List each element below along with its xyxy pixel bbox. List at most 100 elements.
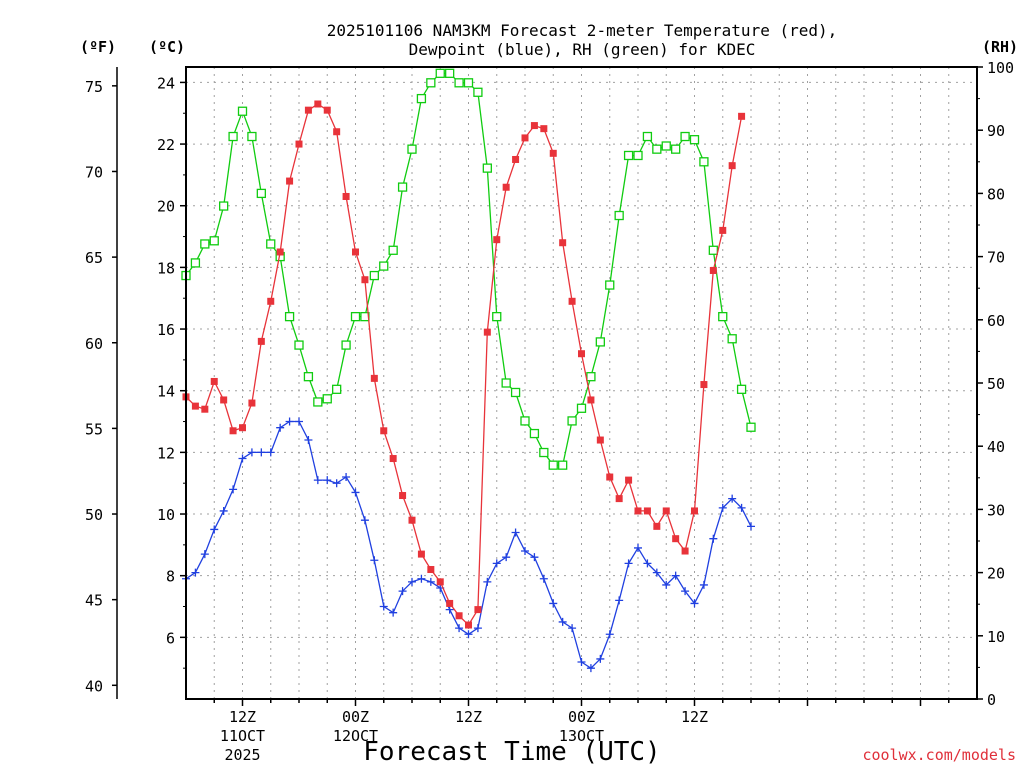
dewpoint-marker	[539, 574, 548, 583]
temp-marker	[446, 599, 454, 607]
temp-marker	[436, 578, 444, 586]
temp-marker	[709, 266, 717, 274]
dewpoint-marker	[229, 485, 238, 494]
series-line-temp	[185, 103, 743, 627]
rh-marker	[228, 131, 238, 142]
temp-marker	[380, 427, 388, 435]
rh-marker	[256, 188, 266, 199]
temp-marker	[719, 226, 727, 234]
temp-marker	[493, 236, 501, 244]
rh-marker	[416, 93, 427, 104]
rh-tick-label: 40	[987, 438, 1005, 456]
rh-marker	[558, 460, 568, 470]
fahrenheit-tick-label: 45	[85, 592, 103, 610]
dewpoint-marker	[634, 543, 642, 552]
celsius-tick-label: 8	[166, 568, 175, 586]
dewpoint-marker	[568, 624, 577, 633]
rh-marker	[219, 201, 229, 211]
rh-marker	[332, 384, 342, 394]
temp-marker	[267, 297, 275, 305]
rh-marker	[501, 378, 511, 388]
rh-marker	[247, 131, 257, 142]
temp-marker	[540, 125, 548, 133]
dewpoint-marker	[492, 559, 501, 568]
time-tick-label: 12Z	[681, 708, 708, 726]
rh-marker	[595, 337, 605, 347]
temp-marker	[606, 473, 614, 481]
time-tick-date: 13OCT	[559, 727, 604, 745]
temp-marker	[653, 522, 661, 530]
temp-marker	[399, 492, 407, 500]
rh-marker	[529, 428, 540, 439]
temp-marker	[625, 476, 633, 484]
temp-marker	[549, 149, 557, 157]
series-temp	[182, 100, 746, 629]
rh-unit-label: (RH)	[982, 38, 1018, 56]
temp-marker	[408, 516, 416, 524]
rh-marker	[341, 340, 351, 350]
rh-marker	[708, 245, 718, 255]
rh-marker	[642, 131, 653, 142]
temp-marker	[342, 192, 350, 200]
rh-marker	[718, 311, 728, 322]
temp-marker	[361, 276, 369, 284]
dewpoint-marker	[417, 574, 426, 583]
dewpoint-marker	[596, 654, 605, 663]
rh-marker	[209, 236, 219, 246]
rh-marker	[350, 311, 361, 322]
dewpoint-marker	[389, 608, 398, 617]
temp-marker	[239, 424, 246, 432]
grid	[186, 67, 977, 699]
rh-tick-label: 90	[987, 122, 1005, 140]
rh-tick-label: 70	[987, 249, 1005, 267]
dewpoint-marker	[624, 559, 633, 568]
rh-marker	[623, 150, 634, 161]
dewpoint-marker	[379, 602, 388, 611]
rh-marker	[190, 258, 201, 268]
temp-marker	[483, 328, 491, 336]
dewpoint-marker	[521, 547, 529, 556]
rh-marker	[689, 135, 700, 145]
dewpoint-marker	[643, 559, 652, 568]
credit-link[interactable]: coolwx.com/models	[862, 746, 1016, 764]
dewpoint-marker	[426, 577, 435, 586]
dewpoint-marker	[191, 568, 200, 577]
rh-marker	[661, 141, 671, 151]
dewpoint-marker	[398, 587, 407, 596]
rh-marker	[407, 144, 417, 154]
rh-marker	[539, 447, 549, 458]
temp-marker	[304, 106, 312, 114]
rh-marker	[727, 334, 737, 344]
rh-marker	[379, 261, 389, 271]
dewpoint-marker	[360, 516, 369, 525]
rh-marker	[633, 150, 643, 161]
dewpoint-marker	[483, 577, 492, 586]
time-tick-label: 00Z	[342, 708, 369, 726]
dewpoint-marker	[455, 624, 464, 633]
temp-marker	[568, 297, 576, 305]
rh-marker	[284, 311, 295, 322]
rh-marker	[510, 387, 521, 398]
rh-marker	[520, 416, 530, 426]
rh-marker	[492, 311, 502, 322]
rh-marker	[680, 131, 690, 142]
dewpoint-marker	[323, 476, 332, 485]
dewpoint-marker	[502, 553, 511, 562]
time-tick-label: 12Z	[229, 708, 256, 726]
temp-marker	[427, 566, 435, 574]
dewpoint-marker	[332, 479, 341, 488]
dewpoint-marker	[210, 525, 219, 534]
rh-tick-label: 80	[987, 185, 1005, 203]
rh-tick-label: 30	[987, 501, 1005, 519]
fahrenheit-tick-label: 65	[85, 249, 103, 267]
celsius-tick-label: 6	[166, 629, 175, 647]
rh-marker	[652, 144, 662, 154]
dewpoint-marker	[295, 417, 303, 426]
dewpoint-marker	[558, 617, 567, 626]
temp-marker	[728, 162, 736, 170]
rh-tick-label: 20	[987, 565, 1005, 583]
temp-marker	[738, 112, 746, 120]
temp-marker	[389, 455, 397, 463]
